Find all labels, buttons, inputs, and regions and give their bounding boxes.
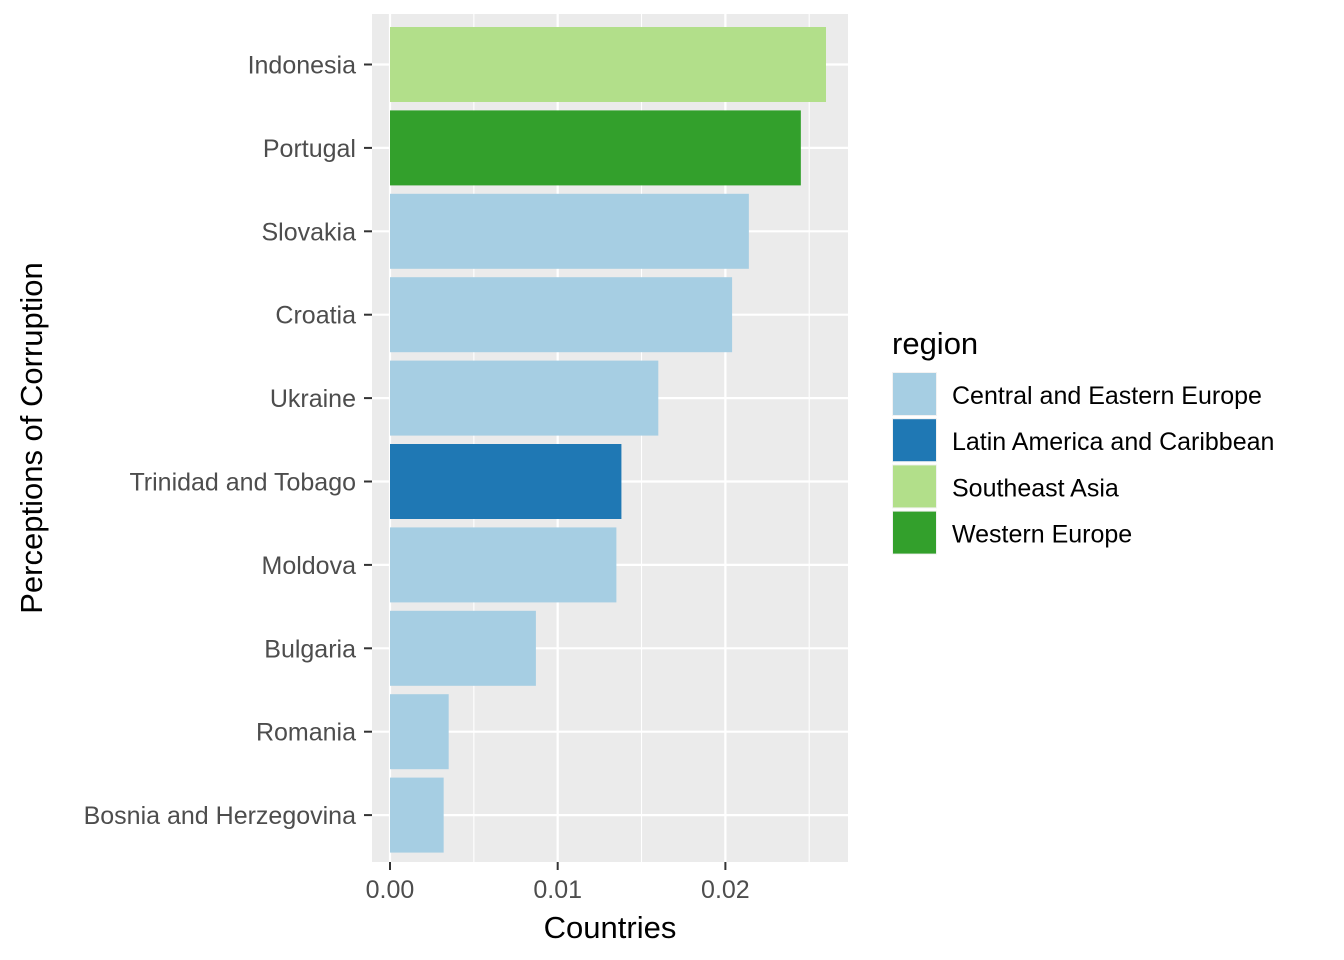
x-tick-label-2: 0.02 — [701, 876, 750, 904]
legend-label-1: Latin America and Caribbean — [952, 428, 1274, 456]
bar-6 — [390, 527, 617, 603]
y-tick-label-7: Bulgaria — [264, 635, 356, 663]
bars — [390, 27, 826, 853]
bar-8 — [390, 694, 449, 770]
legend-label-3: Western Europe — [952, 521, 1132, 549]
legend-label-2: Southeast Asia — [952, 474, 1119, 502]
y-tick-label-5: Trinidad and Tobago — [129, 469, 356, 497]
bar-2 — [390, 193, 749, 269]
x-tick-label-0: 0.00 — [366, 876, 415, 904]
legend: region Central and Eastern Europe Latin A… — [892, 326, 1274, 555]
bar-4 — [390, 360, 659, 436]
legend-items: Central and Eastern Europe Latin America … — [892, 372, 1274, 555]
x-axis-ticks: 0.00 0.01 0.02 — [366, 862, 750, 904]
y-tick-label-4: Ukraine — [270, 385, 356, 413]
legend-label-0: Central and Eastern Europe — [952, 382, 1262, 410]
x-axis-title: Countries — [544, 910, 677, 945]
legend-swatch-1 — [893, 419, 936, 462]
legend-swatch-3 — [893, 511, 936, 554]
bar-3 — [390, 277, 733, 353]
bar-7 — [390, 610, 536, 686]
y-tick-label-9: Bosnia and Herzegovina — [84, 802, 356, 830]
y-axis-title: Perceptions of Corruption — [14, 262, 49, 614]
y-tick-label-6: Moldova — [262, 552, 357, 580]
bar-1 — [390, 110, 801, 186]
y-tick-label-3: Croatia — [275, 302, 356, 330]
y-tick-label-2: Slovakia — [262, 218, 357, 246]
legend-title: region — [892, 326, 978, 361]
bar-9 — [390, 777, 444, 853]
y-axis-ticks: Indonesia Portugal Slovakia Croatia Ukraine T… — [84, 52, 372, 830]
x-tick-label-1: 0.01 — [533, 876, 582, 904]
legend-swatch-2 — [893, 465, 936, 508]
y-tick-label-8: Romania — [256, 719, 356, 747]
legend-swatch-0 — [893, 373, 936, 415]
y-tick-label-1: Portugal — [263, 135, 356, 163]
y-tick-label-0: Indonesia — [248, 52, 357, 80]
bar-0 — [390, 27, 826, 102]
bar-5 — [390, 444, 622, 519]
